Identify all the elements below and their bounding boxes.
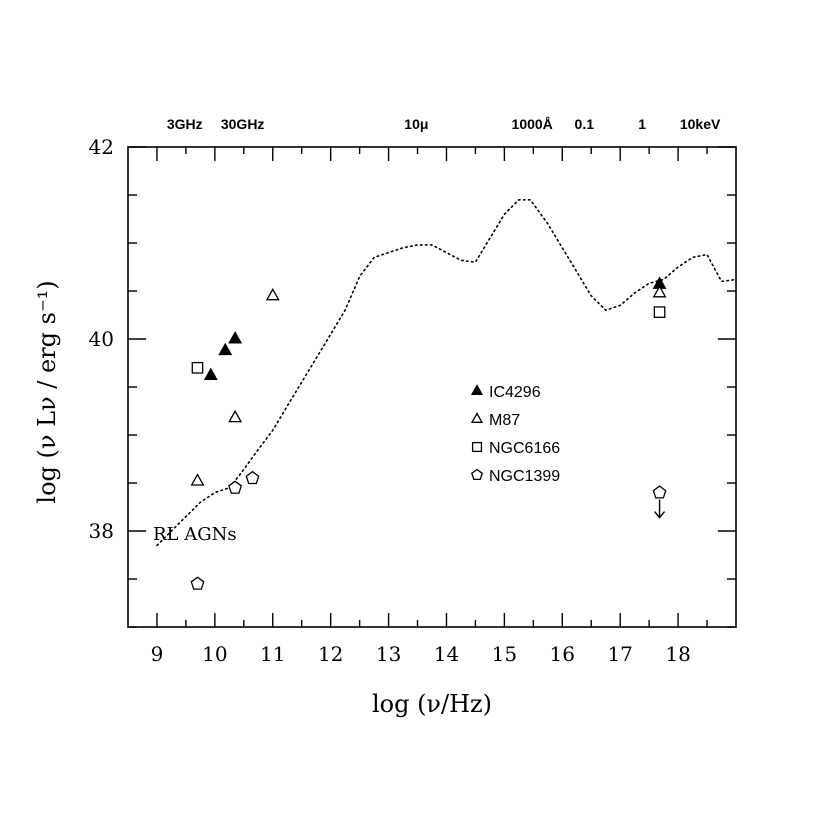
- annotation-label: RL AGNs: [153, 524, 237, 545]
- legend-marker: [471, 468, 483, 481]
- legend-marker: [470, 412, 484, 423]
- top-axis-label: 0.1: [575, 116, 595, 132]
- y-tick-label: 40: [89, 327, 114, 351]
- plot-frame: [127, 146, 737, 628]
- y-axis-label: log (ν Lν / erg s⁻¹): [33, 280, 61, 503]
- x-tick-label: 10: [202, 642, 227, 666]
- top-axis-label: 10μ: [404, 116, 428, 132]
- top-axis-label: 10keV: [680, 116, 721, 132]
- legend-label: IC4296: [489, 384, 541, 401]
- m87-point: [228, 409, 243, 423]
- legend-label: NGC1399: [489, 468, 560, 485]
- x-tick-label: 9: [151, 642, 164, 666]
- x-tick-label: 18: [665, 642, 690, 666]
- template-curve: [156, 199, 737, 547]
- legend-label: M87: [489, 412, 520, 429]
- m87-point: [652, 285, 667, 298]
- ngc1399-point: [652, 485, 667, 499]
- ngc1399-point: [190, 576, 205, 590]
- y-tick-label: 42: [89, 135, 114, 159]
- template-curve-layer: [156, 199, 737, 547]
- ngc1399-point: [245, 470, 260, 485]
- x-tick-label: 17: [607, 642, 632, 666]
- top-axis-label: 1000Å: [512, 116, 553, 132]
- x-tick-label: 16: [550, 642, 575, 666]
- top-axis-label: 30GHz: [221, 116, 265, 132]
- x-tick-label: 12: [318, 642, 343, 666]
- top-axis: 3GHz 30GHz 10μ 1000Å 0.1 1 10keV: [167, 116, 721, 132]
- x-axis-label: log (ν/Hz): [372, 690, 492, 718]
- ngc1399-point: [228, 480, 243, 494]
- top-axis-label: 3GHz: [167, 116, 203, 132]
- x-tick-label: 11: [260, 642, 285, 666]
- x-axis: 9 10 11 12 13 14 15 16 17 18: [151, 147, 708, 666]
- y-tick-label: 38: [89, 519, 114, 543]
- ic4296-point: [228, 331, 243, 344]
- points-layer: [190, 276, 667, 590]
- ngc6166-point: [191, 361, 204, 374]
- m87-point: [265, 287, 280, 301]
- m87-point: [190, 473, 205, 486]
- top-axis-label: 1: [638, 116, 646, 132]
- upper-limit-arrowhead: [654, 511, 666, 519]
- legend-label: NGC6166: [489, 440, 560, 457]
- legend-marker: [471, 441, 483, 453]
- y-axis: 38 40 42: [89, 135, 736, 628]
- ic4296-point: [203, 367, 218, 381]
- ngc6166-point: [653, 306, 666, 318]
- legend: IC4296 M87 NGC6166 NGC1399: [470, 384, 560, 485]
- x-tick-label: 14: [434, 642, 459, 666]
- x-tick-label: 15: [492, 642, 517, 666]
- ic4296-point: [218, 342, 233, 356]
- legend-marker: [470, 384, 484, 395]
- x-tick-label: 13: [376, 642, 401, 666]
